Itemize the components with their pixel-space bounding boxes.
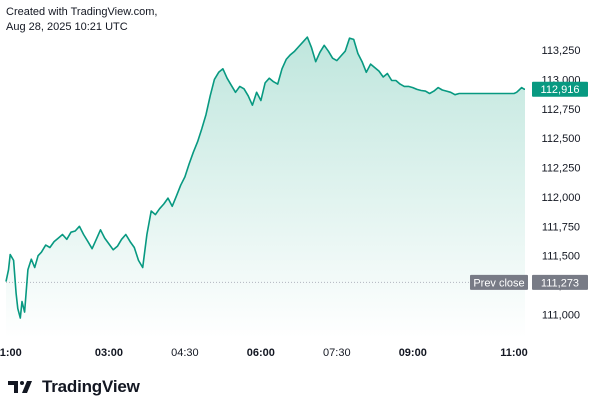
y-tick-label: 112,500 (542, 133, 581, 145)
price-line (5, 36, 525, 319)
tradingview-logo[interactable]: TradingView (8, 377, 140, 397)
x-tick-label: 01:00 (0, 347, 22, 359)
x-tick-label: 07:30 (323, 347, 351, 359)
last-price-badge (532, 81, 588, 97)
x-tick-label: 11:00 (500, 347, 528, 359)
price-chart: 111,000111,250111,500111,750112,000112,2… (0, 36, 588, 359)
prev-close-label-badge (470, 274, 528, 290)
y-tick-label: 113,250 (542, 45, 581, 57)
x-tick-label: 09:00 (399, 347, 427, 359)
y-tick-label: 112,750 (542, 104, 581, 116)
logo-text: TradingView (42, 377, 140, 396)
y-tick-label: 111,750 (542, 221, 580, 233)
prev-close-label: Prev close (473, 277, 524, 289)
y-tick-label: 111,500 (542, 251, 580, 263)
timestamp-label: Aug 28, 2025 10:21 UTC (6, 21, 128, 33)
prev-close-value-badge (532, 274, 588, 290)
y-tick-label: 112,250 (542, 163, 581, 175)
x-tick-label: 06:00 (247, 347, 275, 359)
chart-header: Created with TradingView.com, Aug 28, 20… (6, 5, 157, 35)
y-tick-label: 112,000 (542, 192, 581, 204)
created-with-label: Created with TradingView.com, (6, 6, 158, 18)
last-price-value: 112,916 (541, 84, 580, 96)
y-tick-label: 111,000 (542, 309, 580, 321)
prev-close-value: 111,273 (541, 277, 579, 289)
tradingview-logo-icon (8, 381, 32, 393)
x-tick-label: 03:00 (95, 347, 123, 359)
x-tick-label: 04:30 (171, 347, 199, 359)
area-fill (6, 37, 525, 338)
